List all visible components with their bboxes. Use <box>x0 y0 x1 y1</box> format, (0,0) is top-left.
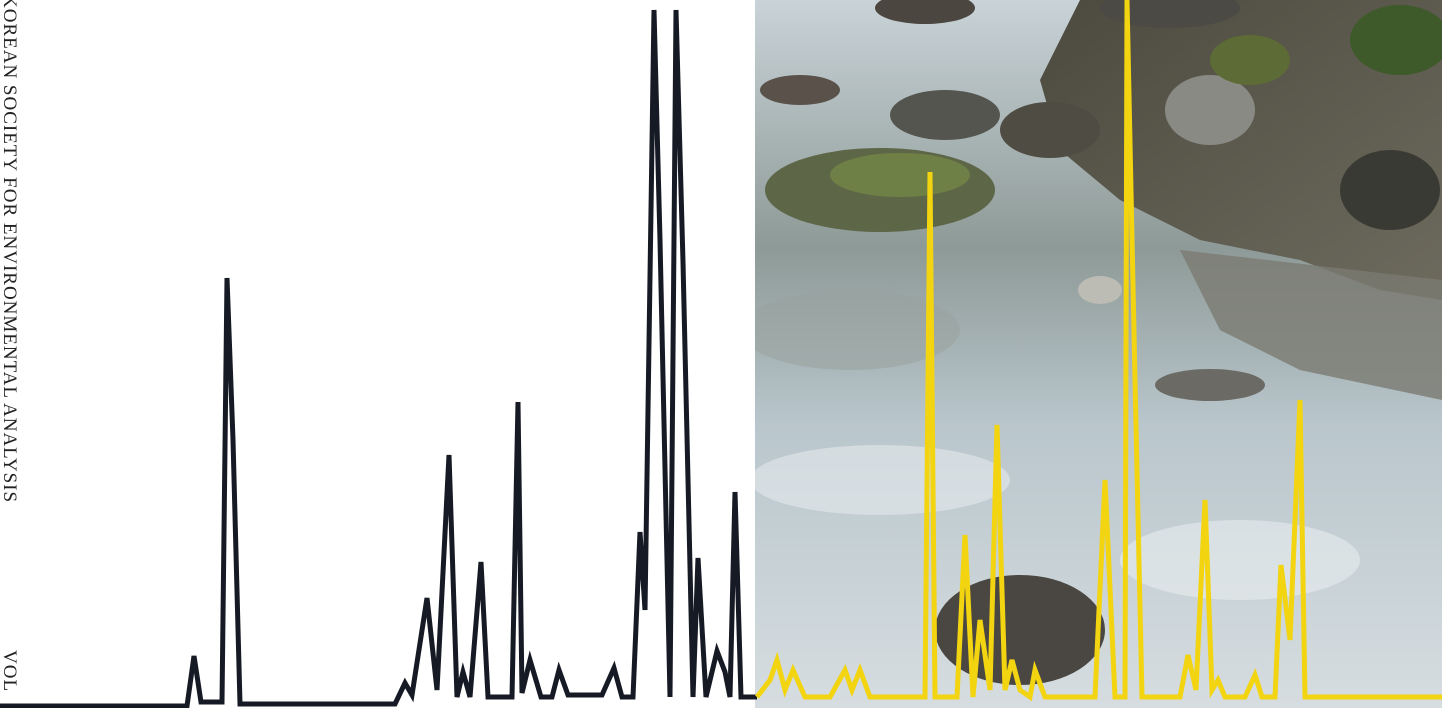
society-name: KOREAN SOCIETY FOR ENVIRONMENTAL ANALYSI… <box>0 0 20 503</box>
stream-photo <box>755 0 1442 708</box>
black-trace <box>0 9 757 708</box>
yellow-trace <box>755 0 1442 702</box>
volume-label: VOL <box>0 650 20 692</box>
white-panel <box>0 0 755 708</box>
